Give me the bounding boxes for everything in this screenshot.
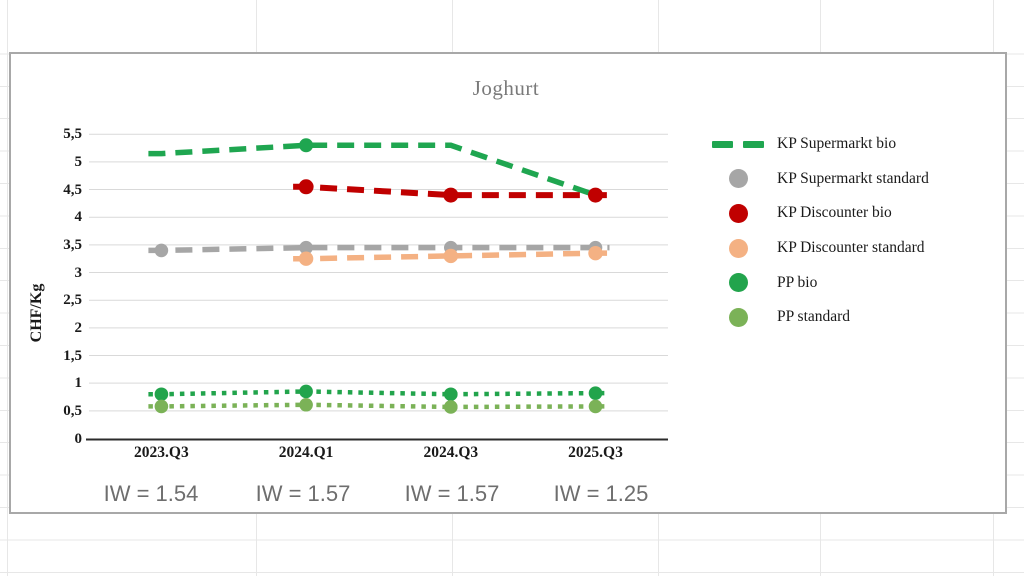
data-point-marker [443, 248, 458, 264]
data-point-marker [154, 387, 169, 402]
legend-label: PP bio [777, 273, 818, 291]
data-point-marker [299, 397, 313, 412]
legend-circle-marker [705, 169, 771, 189]
data-point-marker [588, 386, 603, 400]
legend-label: KP Discounter bio [777, 204, 892, 222]
legend-item: KP Supermarkt standard [705, 162, 929, 197]
y-tick-label: 3,5 [63, 236, 82, 253]
data-point-marker [298, 251, 314, 266]
data-point-marker [299, 384, 313, 399]
data-point-marker [444, 400, 458, 414]
y-tick-label: 0 [74, 430, 83, 447]
legend-circle-icon [728, 238, 748, 258]
chart-legend: KP Supermarkt bio KP Supermarkt standard K… [705, 127, 929, 335]
data-point-marker [154, 399, 169, 414]
data-point-marker [298, 179, 314, 195]
legend-label: KP Supermarkt bio [777, 135, 897, 153]
data-point-marker [444, 387, 458, 402]
legend-circle-icon [728, 307, 748, 327]
y-tick-label: 5,5 [63, 126, 82, 143]
data-point-marker [154, 243, 169, 258]
x-tick-label: 2024.Q3 [423, 444, 479, 461]
y-tick-label: 4 [74, 209, 83, 226]
y-tick-label: 2,5 [63, 292, 82, 309]
iw-label: IW = 1.25 [553, 481, 649, 506]
data-point-marker [443, 187, 459, 203]
y-tick-label: 3 [74, 264, 83, 281]
iw-label: IW = 1.57 [404, 481, 500, 506]
data-point-marker [299, 240, 313, 255]
data-point-marker [299, 138, 314, 153]
data-point-marker [588, 245, 603, 261]
x-tick-label: 2025.Q3 [568, 444, 623, 461]
y-tick-label: 1,5 [63, 347, 82, 364]
y-tick-label: 1 [74, 375, 83, 392]
x-tick-label: 2024.Q1 [278, 444, 334, 461]
legend-circle-icon [728, 169, 748, 189]
legend-label: KP Discounter standard [777, 239, 925, 257]
legend-item: KP Supermarkt bio [705, 127, 929, 162]
chart-title: Joghurt [472, 76, 540, 100]
chart-panel[interactable] [9, 52, 1007, 514]
legend-label: KP Supermarkt standard [777, 169, 929, 187]
legend-circle-marker [705, 203, 771, 223]
iw-label: IW = 1.57 [255, 481, 351, 506]
data-point-marker [588, 399, 603, 414]
iw-label: IW = 1.54 [103, 481, 199, 506]
legend-item: PP bio [705, 265, 929, 300]
legend-circle-icon [728, 203, 748, 223]
series-line [148, 402, 610, 410]
legend-dash-icon [743, 140, 764, 148]
y-tick-label: 5 [74, 153, 83, 170]
legend-item: KP Discounter bio [705, 196, 929, 231]
legend-item: PP standard [705, 300, 929, 335]
series-line [148, 389, 610, 397]
y-tick-label: 0,5 [63, 402, 82, 419]
y-tick-label: 4,5 [63, 181, 82, 198]
legend-dash-icon [712, 140, 733, 148]
legend-circle-marker [705, 307, 771, 327]
legend-circle-marker [705, 273, 771, 293]
data-point-marker [588, 187, 603, 203]
legend-circle-marker [705, 238, 771, 258]
legend-label: PP standard [777, 308, 851, 326]
legend-dashed-line-marker [705, 140, 771, 148]
legend-circle-icon [728, 273, 748, 293]
y-tick-label: 2 [74, 319, 83, 336]
legend-item: KP Discounter standard [705, 231, 929, 266]
series-line [148, 244, 610, 254]
sheet-column-gridline [7, 0, 8, 576]
x-tick-label: 2023.Q3 [134, 444, 189, 461]
series-line [148, 142, 597, 198]
